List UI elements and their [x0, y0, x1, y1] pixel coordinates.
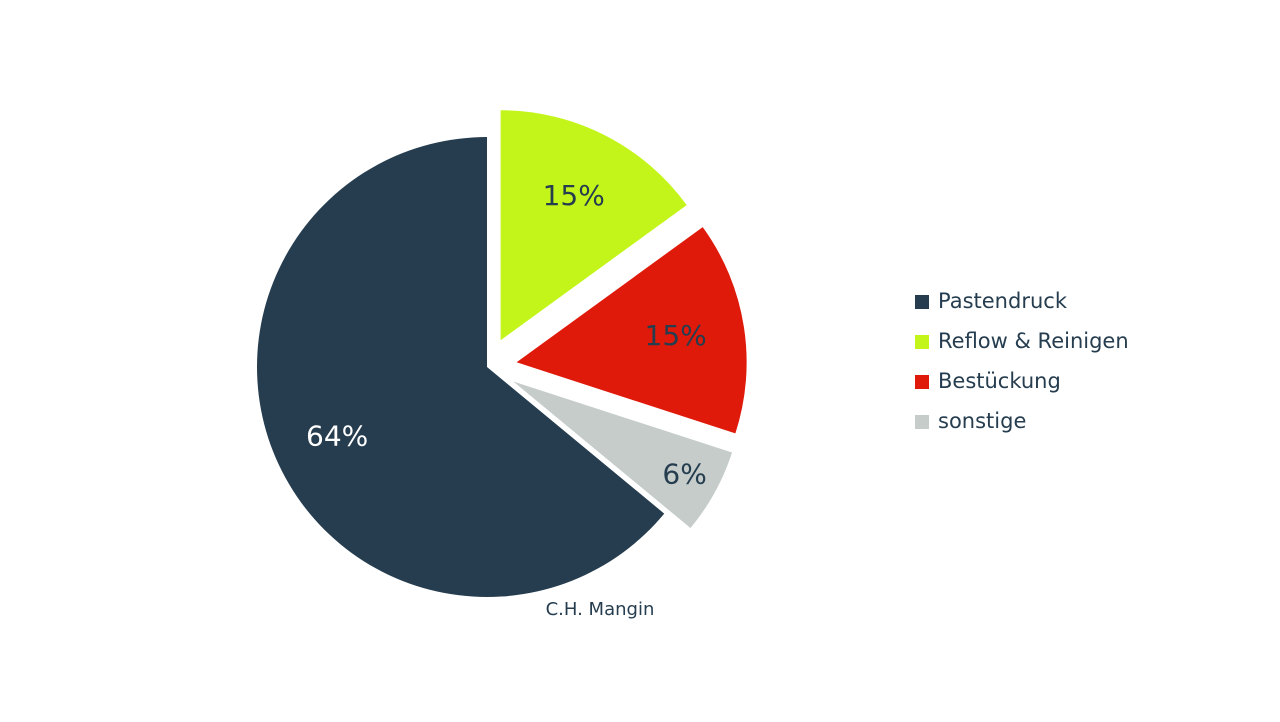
credit: C.H. Mangin	[546, 599, 655, 620]
slice-label: 15%	[543, 179, 605, 212]
pie-slice	[513, 381, 733, 529]
pie-slice	[256, 137, 665, 597]
legend-label: sonstige	[938, 409, 1026, 433]
legend-label: Pastendruck	[938, 289, 1068, 313]
legend-swatch	[915, 415, 929, 429]
legend-label: Bestückung	[938, 369, 1061, 393]
pie-slice	[516, 227, 747, 434]
legend-swatch	[915, 375, 929, 389]
slice-label: 15%	[645, 319, 707, 352]
legend-label: Reflow & Reinigen	[938, 329, 1129, 353]
slice-label: 6%	[662, 458, 706, 491]
legend-swatch	[915, 335, 929, 349]
legend-swatch	[915, 295, 929, 309]
slice-label: 64%	[306, 420, 368, 453]
pie-slice	[500, 110, 687, 341]
